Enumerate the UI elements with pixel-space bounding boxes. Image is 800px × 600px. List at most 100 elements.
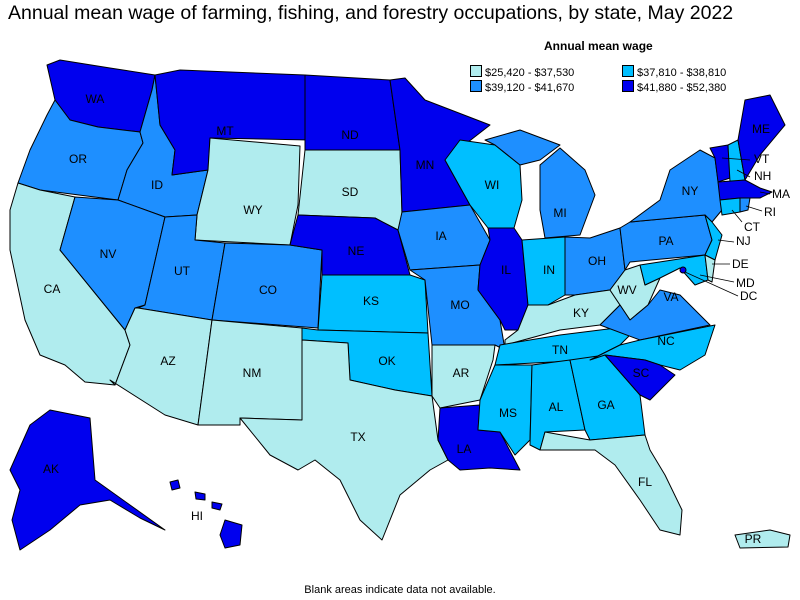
label-SC: SC — [633, 366, 650, 380]
label-AR: AR — [453, 366, 470, 380]
state-MI[interactable] — [539, 147, 596, 239]
legend-item-bin-3: $41,880 - $52,380 — [622, 80, 726, 94]
state-WI[interactable] — [444, 139, 523, 229]
legend-swatch-bin-1 — [622, 65, 634, 77]
label-VT: VT — [754, 152, 770, 166]
legend-swatch-bin-0 — [470, 65, 482, 77]
callout-line-CT — [731, 209, 743, 223]
callout-line-RI — [745, 205, 763, 212]
state-KS[interactable] — [317, 274, 429, 334]
label-WY: WY — [243, 203, 262, 217]
state-TX[interactable] — [239, 339, 449, 541]
state-IN[interactable] — [521, 236, 566, 306]
state-WY[interactable] — [194, 137, 301, 246]
callout-line-DC — [684, 271, 739, 297]
label-OH: OH — [588, 254, 606, 268]
callout-line-NJ — [717, 239, 735, 243]
state-DE[interactable] — [704, 254, 716, 283]
label-NM: NM — [243, 366, 262, 380]
label-WI: WI — [485, 178, 500, 192]
state-NV[interactable] — [59, 196, 166, 331]
callout-line-NH — [736, 169, 751, 178]
legend-swatch-bin-3 — [622, 80, 634, 92]
legend-title: Annual mean wage — [544, 39, 653, 53]
state-FL[interactable] — [539, 431, 683, 536]
label-AZ: AZ — [160, 354, 175, 368]
legend-item-bin-1: $37,810 - $38,810 — [622, 65, 726, 79]
legend-label-bin-3: $41,880 - $52,380 — [637, 82, 727, 94]
label-NY: NY — [682, 184, 699, 198]
state-IL[interactable] — [477, 227, 529, 331]
label-NV: NV — [100, 247, 117, 261]
footnote: Blank areas indicate data not available. — [304, 584, 496, 596]
label-FL: FL — [638, 475, 652, 489]
label-NC: NC — [657, 334, 675, 348]
callout-line-MD — [699, 274, 735, 283]
label-NH: NH — [754, 169, 771, 183]
label-ND: ND — [341, 128, 359, 142]
state-HI-4[interactable] — [219, 519, 243, 549]
state-CT[interactable] — [719, 197, 741, 216]
legend-label-bin-1: $37,810 - $38,810 — [637, 67, 727, 79]
state-NY[interactable] — [629, 149, 723, 223]
label-MT: MT — [216, 124, 234, 138]
label-HI: HI — [191, 509, 203, 523]
label-MA: MA — [772, 187, 790, 201]
label-CA: CA — [44, 282, 61, 296]
label-TX: TX — [350, 430, 365, 444]
state-RI[interactable] — [739, 197, 751, 213]
label-ID: ID — [151, 178, 163, 192]
state-DC[interactable] — [679, 266, 687, 274]
state-MA[interactable] — [717, 179, 773, 201]
label-MI: MI — [553, 206, 566, 220]
label-KY: KY — [573, 306, 589, 320]
label-KS: KS — [363, 294, 379, 308]
legend-label-bin-2: $39,120 - $41,670 — [485, 82, 575, 94]
state-PR[interactable] — [734, 529, 791, 549]
label-MD: MD — [736, 276, 755, 290]
label-GA: GA — [597, 398, 614, 412]
state-HI-2[interactable] — [194, 491, 206, 501]
label-AK: AK — [43, 462, 59, 476]
label-TN: TN — [552, 343, 568, 357]
label-IN: IN — [543, 263, 555, 277]
label-PA: PA — [658, 234, 673, 248]
label-MO: MO — [450, 298, 469, 312]
label-AL: AL — [549, 400, 564, 414]
state-MI-upper[interactable] — [484, 129, 561, 166]
label-MN: MN — [416, 158, 435, 172]
label-IA: IA — [435, 229, 446, 243]
state-HI-1[interactable] — [169, 479, 181, 491]
label-CT: CT — [744, 220, 761, 234]
label-DE: DE — [732, 257, 749, 271]
label-OR: OR — [69, 152, 87, 166]
state-ME[interactable] — [737, 94, 786, 181]
label-NE: NE — [348, 244, 365, 258]
map-title: Annual mean wage of farming, fishing, an… — [8, 2, 734, 24]
callout-line-MA — [759, 191, 771, 195]
label-CO: CO — [259, 283, 277, 297]
label-DC: DC — [740, 289, 758, 303]
legend-label-bin-0: $25,420 - $37,530 — [485, 67, 575, 79]
label-WV: WV — [617, 283, 636, 297]
label-VA: VA — [663, 290, 678, 304]
state-CO[interactable] — [211, 242, 323, 329]
label-IL: IL — [501, 263, 511, 277]
state-AK[interactable] — [9, 409, 166, 551]
label-WA: WA — [86, 92, 105, 106]
state-VT[interactable] — [709, 144, 731, 183]
label-LA: LA — [457, 442, 472, 456]
label-UT: UT — [174, 264, 191, 278]
legend-item-bin-2: $39,120 - $41,670 — [470, 80, 574, 94]
legend-item-bin-0: $25,420 - $37,530 — [470, 65, 574, 79]
state-HI-3[interactable] — [211, 501, 223, 511]
label-MS: MS — [499, 406, 517, 420]
label-OK: OK — [378, 354, 395, 368]
callout-line-VT — [721, 157, 751, 161]
label-PR: PR — [745, 532, 762, 546]
state-SC[interactable] — [604, 354, 676, 401]
label-ME: ME — [752, 122, 770, 136]
legend-swatch-bin-2 — [470, 80, 482, 92]
